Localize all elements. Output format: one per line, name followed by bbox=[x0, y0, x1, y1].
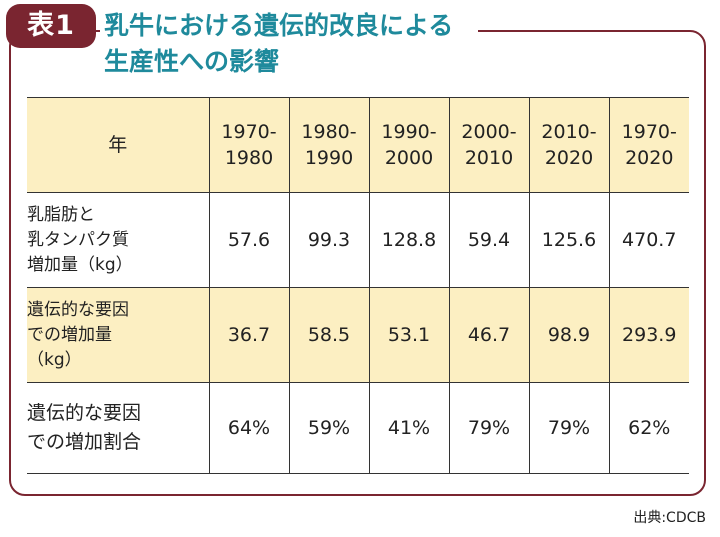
table-cell: 46.7 bbox=[448, 287, 529, 383]
table-cell: 79% bbox=[528, 382, 609, 474]
header-period: 1990- 2000 bbox=[368, 97, 449, 193]
row-label-genetic-increase: 遺伝的な要因 での増加量 （kg） bbox=[27, 287, 209, 383]
title-background bbox=[100, 4, 478, 88]
data-table: 年 1970- 1980 1980- 1990 1990- 2000 2000-… bbox=[27, 97, 689, 474]
table-row: 遺伝的な要因 での増加量 （kg） 36.7 58.5 53.1 46.7 98… bbox=[27, 287, 689, 383]
table-cell: 128.8 bbox=[368, 192, 449, 288]
table-cell: 470.7 bbox=[608, 192, 689, 288]
table-cell: 59% bbox=[288, 382, 369, 474]
table-cell: 59.4 bbox=[448, 192, 529, 288]
table-cell: 57.6 bbox=[208, 192, 289, 288]
header-period: 1970- 1980 bbox=[208, 97, 289, 193]
row-label-genetic-share: 遺伝的な要因 での増加割合 bbox=[27, 382, 209, 474]
table-cell: 53.1 bbox=[368, 287, 449, 383]
table-title-line-2: 生産性への影響 bbox=[104, 47, 280, 76]
table-cell: 99.3 bbox=[288, 192, 369, 288]
table-cell: 62% bbox=[608, 382, 689, 474]
source-credit: 出典:CDCB bbox=[633, 510, 706, 526]
table-cell: 293.9 bbox=[608, 287, 689, 383]
header-period: 2000- 2010 bbox=[448, 97, 529, 193]
header-year-label: 年 bbox=[27, 97, 209, 193]
table-cell: 64% bbox=[208, 382, 289, 474]
header-period: 1970- 2020 bbox=[608, 97, 689, 193]
table-header-row: 年 1970- 1980 1980- 1990 1990- 2000 2000-… bbox=[27, 97, 689, 193]
table-title: 乳牛における遺伝的改良による 生産性への影響 bbox=[104, 8, 453, 80]
table-cell: 41% bbox=[368, 382, 449, 474]
table-cell: 36.7 bbox=[208, 287, 289, 383]
table-number-badge: 表1 bbox=[6, 4, 96, 48]
table-title-line-1: 乳牛における遺伝的改良による bbox=[104, 11, 454, 40]
header-period: 1980- 1990 bbox=[288, 97, 369, 193]
table-row: 乳脂肪と 乳タンパク質 増加量（kg） 57.6 99.3 128.8 59.4… bbox=[27, 192, 689, 288]
row-label-total-increase: 乳脂肪と 乳タンパク質 増加量（kg） bbox=[27, 192, 209, 288]
table-cell: 79% bbox=[448, 382, 529, 474]
table-cell: 125.6 bbox=[528, 192, 609, 288]
table-cell: 58.5 bbox=[288, 287, 369, 383]
table-cell: 98.9 bbox=[528, 287, 609, 383]
header-period: 2010- 2020 bbox=[528, 97, 609, 193]
table-row: 遺伝的な要因 での増加割合 64% 59% 41% 79% 79% 62% bbox=[27, 382, 689, 474]
